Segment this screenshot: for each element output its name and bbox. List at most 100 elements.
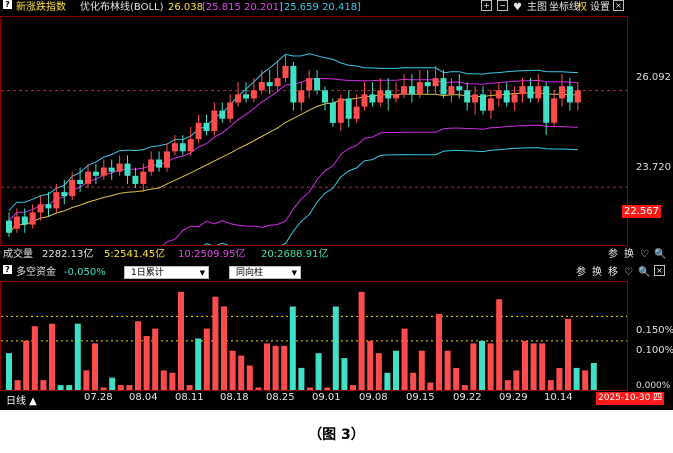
- fund-flow-bar: [367, 340, 374, 390]
- settings-button[interactable]: 设置: [590, 2, 610, 13]
- candle-body: [337, 98, 344, 123]
- volume-ma10: 10:2509.95亿: [178, 249, 246, 260]
- date-label-6: 09.08: [359, 392, 388, 403]
- favorite-heart-icon[interactable]: ♥: [513, 2, 522, 13]
- fund-flow-bar: [186, 385, 193, 390]
- current-price-tag: 22.567: [622, 205, 661, 218]
- candle-body: [551, 98, 558, 123]
- candle-body: [187, 139, 194, 152]
- volume-swap-button[interactable]: 换: [624, 249, 634, 260]
- fund-flow-bar: [83, 370, 90, 390]
- candle-body: [92, 171, 99, 176]
- candle-body: [480, 94, 486, 111]
- fund-flow-bar: [6, 353, 12, 390]
- candle-body: [464, 90, 471, 103]
- fund-flow-chart[interactable]: [1, 282, 627, 390]
- fund-flow-bar: [358, 291, 365, 390]
- fund-flow-bar: [195, 338, 202, 390]
- fund-title[interactable]: 多空资金: [16, 267, 56, 278]
- fund-panel-header: ? 多空资金 -0.050% 1日累计 ▼ 同向柱 ▼ 参 换 移 ♡ 🔍 ×: [0, 265, 673, 281]
- boll-mid-value: 26.038: [168, 2, 203, 13]
- fund-flow-bar: [143, 336, 150, 390]
- date-label-9: 09.29: [499, 392, 528, 403]
- fund-search-icon[interactable]: 🔍: [638, 267, 651, 278]
- candle-body: [124, 163, 131, 176]
- fund-axis-label-0: 0.150%: [636, 325, 673, 336]
- candle-body: [100, 167, 107, 176]
- fund-heart-icon[interactable]: ♡: [624, 267, 633, 278]
- boll-outer-lower-line: [203, 147, 578, 245]
- fund-flow-bar: [556, 367, 563, 390]
- candle-body: [393, 94, 400, 99]
- fund-flow-bar: [479, 340, 485, 390]
- candle-body: [258, 82, 265, 91]
- candle-body: [29, 212, 36, 225]
- accumulate-mode-select[interactable]: 1日累计 ▼: [124, 266, 209, 279]
- candle-body: [108, 167, 115, 172]
- fund-flow-bar: [401, 328, 408, 390]
- fund-ref-button[interactable]: 参: [576, 267, 586, 278]
- date-label-0: 07.28: [84, 392, 113, 403]
- bar-direction-select[interactable]: 同向柱 ▼: [229, 266, 301, 279]
- fund-flow-bar: [66, 385, 73, 390]
- fund-flow-bar: [530, 343, 537, 390]
- fund-flow-bar: [436, 313, 442, 390]
- volume-heart-icon[interactable]: ♡: [640, 249, 649, 260]
- price-panel: [0, 16, 628, 246]
- main-chart-button[interactable]: 主图: [527, 2, 547, 13]
- fund-flow-bar: [212, 296, 219, 390]
- candle-body: [69, 179, 76, 197]
- volume-ma5: 5:2541.45亿: [104, 249, 166, 260]
- candle-body: [235, 94, 242, 103]
- candle-body: [314, 78, 321, 91]
- fund-swap-button[interactable]: 换: [592, 267, 602, 278]
- period-label[interactable]: 日线 ▲: [6, 396, 37, 407]
- fund-move-button[interactable]: 移: [608, 267, 618, 278]
- fund-flow-bar: [453, 367, 460, 390]
- candle-body: [211, 110, 218, 131]
- fund-flow-bar: [444, 350, 451, 390]
- fund-flow-bar: [590, 363, 597, 390]
- candle-body: [495, 90, 502, 99]
- fund-flow-bar: [109, 377, 116, 390]
- candle-body: [266, 82, 273, 87]
- indicator-name[interactable]: 优化布林线(BOLL): [80, 2, 164, 13]
- candle-body: [21, 216, 28, 225]
- volume-search-icon[interactable]: 🔍: [654, 249, 667, 260]
- candle-body: [440, 78, 447, 95]
- candle-body: [140, 171, 147, 184]
- candle-body: [164, 151, 170, 168]
- date-label-10: 10.14: [544, 392, 573, 403]
- candle-body: [179, 143, 186, 152]
- rights-button[interactable]: 权: [577, 2, 587, 13]
- candle-body: [282, 65, 289, 79]
- boll-band-value: [25.659 20.418]: [280, 2, 361, 13]
- candle-body: [424, 82, 431, 87]
- fund-flow-bar: [169, 372, 176, 390]
- date-label-3: 08.18: [220, 392, 249, 403]
- candle-body: [13, 216, 20, 229]
- fund-flow-bar: [461, 385, 468, 390]
- candle-body: [503, 90, 510, 103]
- candle-body: [53, 192, 60, 209]
- candlestick-chart[interactable]: [1, 17, 627, 245]
- date-label-8: 09.22: [453, 392, 482, 403]
- volume-label[interactable]: 成交量: [3, 249, 33, 260]
- axis-line-button[interactable]: 坐标线: [549, 2, 579, 13]
- candle-body: [574, 90, 581, 103]
- volume-ref-button[interactable]: 参: [608, 249, 618, 260]
- candle-body: [416, 82, 423, 95]
- candle-body: [61, 192, 68, 197]
- candle-body: [37, 204, 44, 213]
- fund-flow-bar: [246, 365, 253, 390]
- fund-flow-bar: [487, 343, 494, 390]
- fund-flow-bar: [582, 370, 589, 390]
- price-label-high: 26.092: [636, 72, 671, 83]
- fund-value: -0.050%: [64, 267, 106, 278]
- fund-flow-bar: [547, 380, 554, 390]
- fund-flow-bar: [221, 306, 227, 390]
- fund-flow-bar: [470, 343, 477, 390]
- candle-body: [535, 86, 542, 99]
- index-name[interactable]: 新涨跌指数: [16, 2, 66, 13]
- candle-body: [487, 98, 494, 111]
